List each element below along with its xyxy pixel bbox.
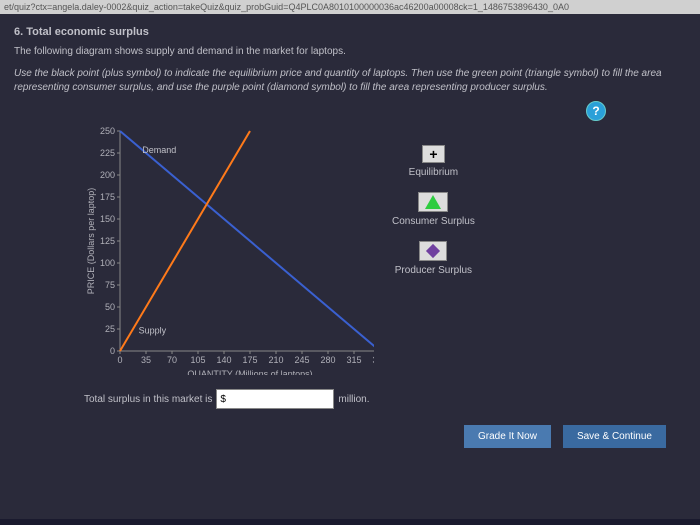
svg-text:75: 75 [105, 280, 115, 290]
svg-text:PRICE (Dollars per laptop): PRICE (Dollars per laptop) [86, 188, 96, 295]
quiz-page: 6. Total economic surplus The following … [0, 14, 700, 519]
svg-text:100: 100 [100, 258, 115, 268]
svg-text:250: 250 [100, 126, 115, 136]
svg-text:315: 315 [346, 355, 361, 365]
svg-text:Supply: Supply [139, 325, 167, 335]
svg-text:QUANTITY (Millions of laptops): QUANTITY (Millions of laptops) [187, 369, 312, 375]
total-surplus-input[interactable] [216, 389, 334, 409]
svg-text:140: 140 [216, 355, 231, 365]
svg-text:25: 25 [105, 324, 115, 334]
save-continue-button[interactable]: Save & Continue [563, 425, 666, 448]
svg-text:105: 105 [190, 355, 205, 365]
svg-text:0: 0 [117, 355, 122, 365]
svg-text:245: 245 [294, 355, 309, 365]
diamond-icon [419, 241, 447, 261]
legend-label: Equilibrium [409, 167, 458, 178]
plus-icon: + [422, 145, 444, 163]
help-icon[interactable]: ? [586, 101, 606, 121]
svg-text:Demand: Demand [142, 145, 176, 155]
svg-text:50: 50 [105, 302, 115, 312]
svg-text:280: 280 [320, 355, 335, 365]
svg-text:175: 175 [242, 355, 257, 365]
svg-text:225: 225 [100, 148, 115, 158]
legend-label: Producer Surplus [395, 265, 472, 276]
svg-text:175: 175 [100, 192, 115, 202]
url-bar: et/quiz?ctx=angela.daley-0002&quiz_actio… [0, 0, 700, 14]
svg-text:35: 35 [141, 355, 151, 365]
svg-text:0: 0 [110, 346, 115, 356]
triangle-icon [418, 192, 448, 212]
question-intro: The following diagram shows supply and d… [14, 46, 686, 57]
answer-row: Total surplus in this market is million. [84, 389, 686, 409]
chart-legend: + Equilibrium Consumer Surplus Producer … [392, 145, 475, 375]
svg-text:200: 200 [100, 170, 115, 180]
supply-demand-chart[interactable]: 0 25 50 75 100 125 150 175 200 225 250 0 35 70 105 140 1… [84, 125, 374, 375]
question-instructions: Use the black point (plus symbol) to ind… [14, 67, 686, 95]
svg-text:125: 125 [100, 236, 115, 246]
legend-label: Consumer Surplus [392, 216, 475, 227]
svg-text:210: 210 [268, 355, 283, 365]
svg-text:350: 350 [372, 355, 374, 365]
question-title: 6. Total economic surplus [14, 26, 686, 38]
svg-text:150: 150 [100, 214, 115, 224]
answer-suffix: million. [338, 394, 369, 405]
legend-consumer-surplus[interactable]: Consumer Surplus [392, 192, 475, 227]
grade-button[interactable]: Grade It Now [464, 425, 551, 448]
answer-prefix: Total surplus in this market is [84, 394, 212, 405]
legend-producer-surplus[interactable]: Producer Surplus [392, 241, 475, 276]
legend-equilibrium[interactable]: + Equilibrium [392, 145, 475, 178]
svg-text:70: 70 [167, 355, 177, 365]
